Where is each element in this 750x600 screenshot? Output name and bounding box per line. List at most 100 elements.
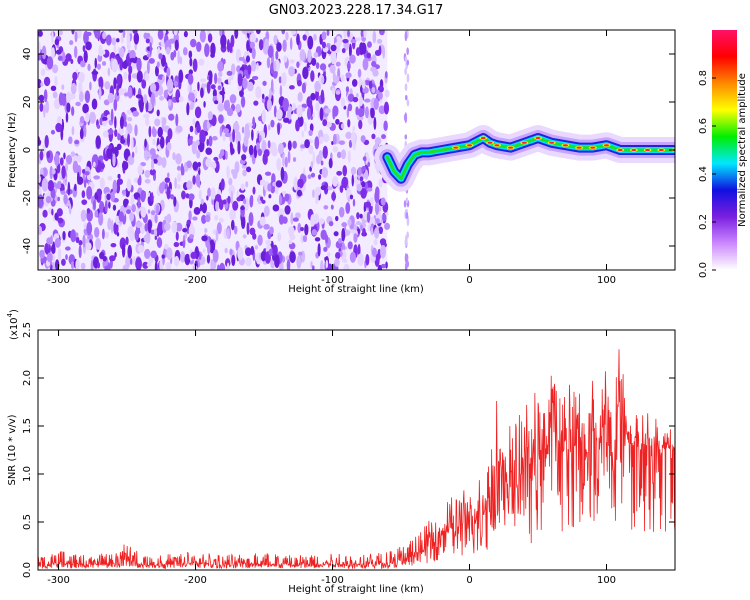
noise-cell xyxy=(173,80,179,87)
noise-cell xyxy=(378,105,386,115)
noise-cell xyxy=(119,116,125,129)
noise-cell xyxy=(338,140,346,145)
noise-cell xyxy=(333,231,339,237)
noise-cell xyxy=(190,251,197,260)
noise-cell xyxy=(367,41,372,48)
noise-cell xyxy=(252,116,256,129)
noise-cell xyxy=(357,107,365,118)
y-tick-label: 2.5 xyxy=(22,322,33,338)
noise-cell xyxy=(166,186,171,200)
noise-cell xyxy=(144,169,151,179)
noise-cell xyxy=(164,215,171,221)
noise-cell xyxy=(190,38,197,48)
noise-cell xyxy=(286,259,291,270)
noise-cell xyxy=(271,146,278,157)
noise-cell xyxy=(364,98,371,103)
noise-cell xyxy=(57,248,62,261)
noise-cell xyxy=(360,42,367,55)
noise-cell xyxy=(59,157,64,166)
noise-cell xyxy=(327,252,331,257)
noise-cell xyxy=(104,200,108,213)
noise-cell xyxy=(91,98,98,110)
noise-cell xyxy=(314,80,321,92)
noise-cell xyxy=(373,97,379,110)
noise-cell xyxy=(168,113,175,121)
noise-cell xyxy=(231,254,236,267)
noise-cell xyxy=(266,98,272,112)
noise-cell xyxy=(129,257,133,265)
noise-cell xyxy=(336,170,343,176)
noise-cell xyxy=(166,247,173,260)
noise-cell xyxy=(342,258,348,263)
noise-cell xyxy=(84,90,91,104)
noise-cell xyxy=(96,188,103,197)
noise-cell xyxy=(211,136,218,141)
noise-cell xyxy=(311,229,317,236)
noise-cell xyxy=(141,79,147,89)
y-tick-label: 0 xyxy=(22,147,33,153)
noise-cell xyxy=(347,103,353,112)
noise-cell xyxy=(56,184,62,189)
noise-cell xyxy=(256,30,261,35)
noise-cell xyxy=(121,189,127,195)
noise-cell xyxy=(154,235,158,240)
noise-cell xyxy=(67,181,71,196)
noise-cell xyxy=(304,223,309,236)
noise-cell xyxy=(240,205,245,211)
noise-cell xyxy=(140,162,147,167)
noise-cell xyxy=(218,71,223,78)
noise-cell xyxy=(186,102,190,116)
noise-cell xyxy=(222,199,227,205)
noise-cell xyxy=(360,135,366,143)
noise-cell xyxy=(65,112,69,123)
noise-cell xyxy=(85,242,92,251)
noise-cell xyxy=(257,148,263,157)
noise-cell xyxy=(178,96,184,103)
noise-cell xyxy=(211,197,214,206)
noise-cell xyxy=(310,261,313,269)
noise-cell xyxy=(352,198,356,207)
noise-cell xyxy=(148,35,154,46)
noise-cell xyxy=(280,166,285,181)
noise-cell xyxy=(311,265,315,270)
x-tick-label: 100 xyxy=(597,275,616,286)
noise-cell xyxy=(226,228,230,239)
noise-cell xyxy=(289,233,296,241)
noise-cell xyxy=(192,58,198,72)
noise-cell xyxy=(336,151,342,159)
noise-cell xyxy=(319,218,325,225)
colorbar-tick-label: 0.4 xyxy=(698,166,709,182)
noise-cell xyxy=(130,136,134,151)
noise-cell xyxy=(215,229,219,242)
noise-cell xyxy=(79,115,85,124)
noise-cell xyxy=(69,40,74,46)
noise-cell xyxy=(78,240,83,246)
noise-cell xyxy=(47,179,55,192)
y-tick-label: 1.5 xyxy=(22,418,33,434)
noise-cell xyxy=(374,201,380,216)
noise-cell xyxy=(159,95,165,101)
noise-cell xyxy=(118,87,125,96)
artifact-cell xyxy=(406,59,410,66)
noise-cell xyxy=(249,195,254,208)
snr-plot-area xyxy=(38,349,675,570)
noise-cell xyxy=(238,56,245,61)
noise-cell xyxy=(292,103,296,111)
noise-cell xyxy=(145,38,150,44)
noise-cell xyxy=(49,165,53,180)
noise-cell xyxy=(110,219,114,234)
noise-cell xyxy=(315,102,320,112)
noise-cell xyxy=(349,194,354,200)
noise-cell xyxy=(188,210,192,222)
noise-cell xyxy=(292,140,297,149)
noise-cell xyxy=(247,64,252,76)
artifact-cell xyxy=(404,94,408,101)
noise-cell xyxy=(244,123,250,133)
noise-cell xyxy=(358,96,364,107)
snr-panel: -300 -200 -100 0 100 0.0 0.5 1.0 1.5 2.0 2.5 Heigh… xyxy=(6,309,676,595)
noise-cell xyxy=(76,171,80,185)
noise-cell xyxy=(261,199,266,204)
noise-cell xyxy=(114,129,118,138)
noise-cell xyxy=(39,102,44,112)
noise-cell xyxy=(374,49,382,57)
